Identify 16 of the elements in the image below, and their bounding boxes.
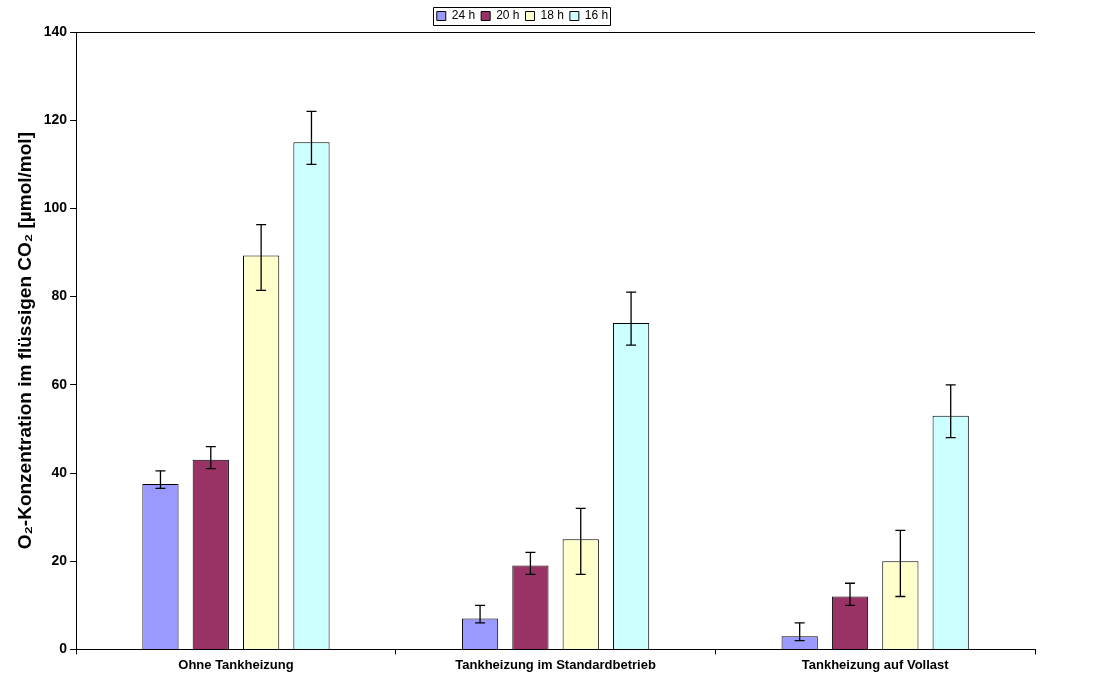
legend-label: 20 h [496, 8, 520, 23]
x-tick-label: Ohne Tankheizung [178, 656, 294, 672]
legend-label: 24 h [451, 8, 476, 23]
y-tick-label: 20 [51, 552, 68, 569]
legend-label: 16 h [584, 8, 609, 23]
legend-label: 18 h [540, 8, 564, 23]
y-axis-title: O₂-Konzentration im flüssigen CO₂ [µmol/mol] [13, 132, 35, 550]
y-tick-label: 140 [43, 22, 68, 39]
x-tick-label: Tankheizung im Standardbetrieb [455, 656, 656, 672]
y-tick-label: 100 [43, 199, 68, 216]
x-tick-label: Tankheizung auf Vollast [801, 656, 950, 672]
y-tick-label: 60 [51, 375, 68, 392]
y-tick-label: 40 [51, 463, 68, 480]
y-tick-label: 0 [59, 640, 68, 657]
y-tick-label: 80 [51, 287, 68, 304]
y-tick-label: 120 [43, 111, 68, 128]
